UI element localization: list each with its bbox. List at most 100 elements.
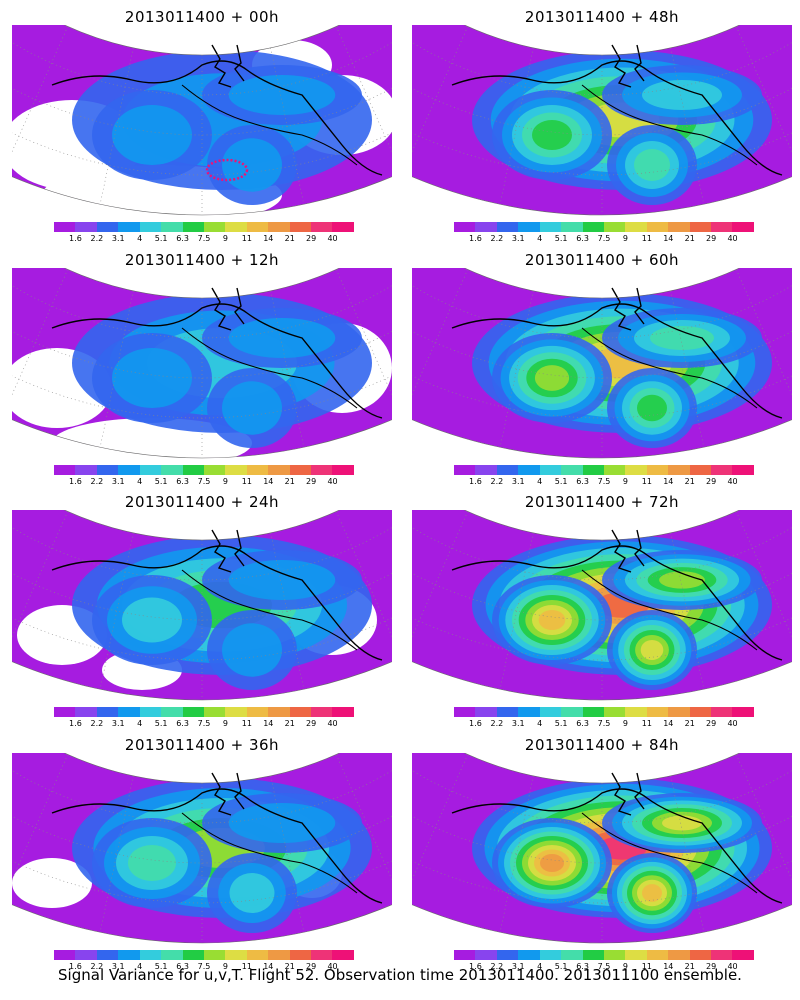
- colorbar-tick-label: 11: [641, 962, 652, 971]
- colorbar-tick-label: 6.3: [176, 962, 189, 971]
- colorbar-tick-label: 1.6: [469, 719, 482, 728]
- graticule: [12, 754, 392, 943]
- colorbar-tick-label: 3.1: [511, 962, 525, 971]
- colorbar-tick-label: 7.5: [197, 962, 211, 971]
- variance-contour: [642, 884, 662, 902]
- domain-outline: [12, 753, 392, 944]
- colorbar-swatch: [518, 465, 540, 475]
- meridian-line: [499, 532, 534, 690]
- meridian-line: [499, 47, 534, 205]
- colorbar-swatch: [96, 222, 119, 232]
- variance-contour: [659, 571, 705, 589]
- colorbar-tick-label: 4: [137, 962, 143, 971]
- colorbar-swatch: [182, 222, 204, 232]
- meridian-line: [735, 754, 792, 881]
- colorbar-swatch: [668, 465, 690, 475]
- flight-track-marker: [205, 158, 249, 182]
- panel-title: 2013011400 + 84h: [524, 736, 680, 754]
- meridian-line: [12, 511, 69, 638]
- colorbar-swatch: [139, 465, 162, 475]
- colorbar-tick-label: 1.6: [69, 719, 82, 728]
- colorbar-swatch: [668, 222, 690, 232]
- variance-contour: [228, 75, 336, 115]
- variance-contour: [228, 318, 336, 358]
- colorbar-tick-label: 5.1: [154, 477, 168, 486]
- coastline: [51, 303, 383, 419]
- colorbar-swatch: [311, 222, 333, 232]
- colorbar-swatch: [646, 222, 669, 232]
- colorbar-tick-label: 29: [706, 719, 717, 728]
- colorbar-swatch: [289, 465, 312, 475]
- colorbar-tick-label: 1.6: [69, 962, 82, 971]
- colorbar-tick-label: 11: [241, 962, 252, 971]
- colorbar: [454, 707, 754, 717]
- colorbar-tick-label: 9: [622, 234, 628, 243]
- map-field: [12, 510, 392, 700]
- colorbar-swatch: [561, 707, 583, 717]
- variance-contour: [642, 80, 722, 110]
- domain-outline: [12, 510, 392, 701]
- colorbar-swatch: [582, 222, 604, 232]
- colorbar-tick-label: 40: [327, 719, 338, 728]
- colorbar-swatch: [582, 950, 604, 960]
- colorbar-tick-label: 4: [537, 477, 543, 486]
- variance-contour: [128, 845, 176, 881]
- colorbar-swatch: [332, 950, 354, 960]
- colorbar-tick-label: 2.2: [90, 234, 104, 243]
- colorbar-swatch: [625, 465, 647, 475]
- colorbar-swatch: [332, 465, 354, 475]
- colorbar: [54, 222, 354, 232]
- colorbar-tick-label: 14: [663, 234, 674, 243]
- colorbar-swatch: [289, 707, 312, 717]
- domain-outline: [412, 753, 792, 944]
- colorbar-swatch: [518, 707, 540, 717]
- colorbar-swatch: [603, 950, 626, 960]
- border-line: [581, 327, 758, 409]
- colorbar-swatch: [75, 707, 97, 717]
- colorbar-tick-label: 9: [622, 477, 628, 486]
- variance-contour: [222, 381, 282, 435]
- colorbar-swatch: [246, 465, 269, 475]
- coastline: [451, 60, 783, 176]
- parallel-line: [12, 860, 392, 904]
- variance-contour: [538, 610, 566, 630]
- colorbar-swatch: [268, 707, 290, 717]
- colorbar-tick-label: 29: [706, 477, 717, 486]
- colorbar-tick-label: 5.1: [154, 234, 168, 243]
- colorbar-swatch: [454, 465, 476, 475]
- meridian-line: [670, 775, 705, 933]
- colorbar-tick-label: 2.2: [90, 719, 104, 728]
- meridian-line: [99, 47, 134, 205]
- colorbar-tick-label: 21: [684, 477, 695, 486]
- colorbar-tick-label: 14: [263, 719, 274, 728]
- colorbar-swatch: [689, 465, 712, 475]
- variance-contour: [222, 138, 282, 192]
- variance-contour: [640, 640, 664, 660]
- border-line: [581, 84, 758, 166]
- graticule: [412, 511, 792, 700]
- colorbar-swatch: [475, 707, 497, 717]
- colorbar-swatch: [496, 465, 519, 475]
- colorbar-swatch: [139, 950, 162, 960]
- colorbar-swatch: [75, 950, 97, 960]
- meridian-line: [412, 26, 469, 153]
- variance-map: [12, 753, 392, 944]
- colorbar-tick-label: 4: [537, 719, 543, 728]
- colorbar-swatch: [246, 222, 269, 232]
- colorbar-swatch: [561, 465, 583, 475]
- arctic-islands: [611, 44, 645, 88]
- colorbar-swatch: [311, 707, 333, 717]
- meridian-line: [270, 532, 305, 690]
- colorbar-tick-label: 14: [663, 719, 674, 728]
- colorbar-tick-label: 1.6: [469, 962, 482, 971]
- variance-map: [412, 25, 792, 216]
- colorbar-swatch: [161, 950, 183, 960]
- colorbar-tick-label: 11: [241, 234, 252, 243]
- coastline: [51, 545, 383, 661]
- colorbar-swatch: [561, 950, 583, 960]
- colorbar-tick-label: 29: [706, 234, 717, 243]
- colorbar: [454, 465, 754, 475]
- colorbar-swatch: [182, 950, 204, 960]
- colorbar-tick-label: 3.1: [111, 962, 125, 971]
- parallel-line: [12, 132, 392, 176]
